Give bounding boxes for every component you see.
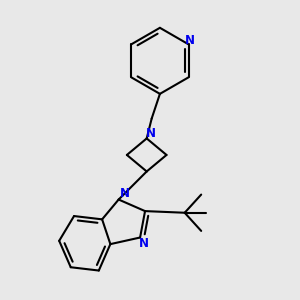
Text: N: N	[138, 237, 148, 250]
Text: N: N	[146, 127, 156, 140]
Text: N: N	[185, 34, 195, 47]
Text: N: N	[120, 187, 130, 200]
